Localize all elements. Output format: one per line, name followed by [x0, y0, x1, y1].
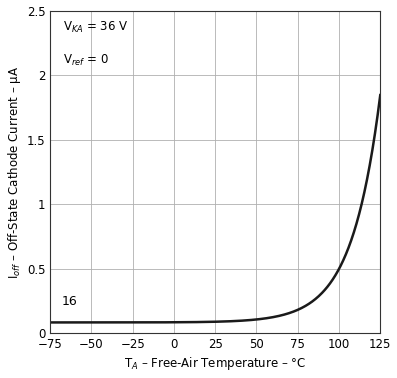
Text: V$_{KA}$ = 36 V: V$_{KA}$ = 36 V [64, 20, 129, 35]
X-axis label: T$_A$ – Free-Air Temperature – °C: T$_A$ – Free-Air Temperature – °C [124, 355, 306, 372]
Y-axis label: I$_{off}$ – Off-State Cathode Current – μA: I$_{off}$ – Off-State Cathode Current – … [6, 65, 23, 279]
Text: V$_{ref}$ = 0: V$_{ref}$ = 0 [64, 53, 109, 68]
Text: 16: 16 [62, 295, 77, 308]
